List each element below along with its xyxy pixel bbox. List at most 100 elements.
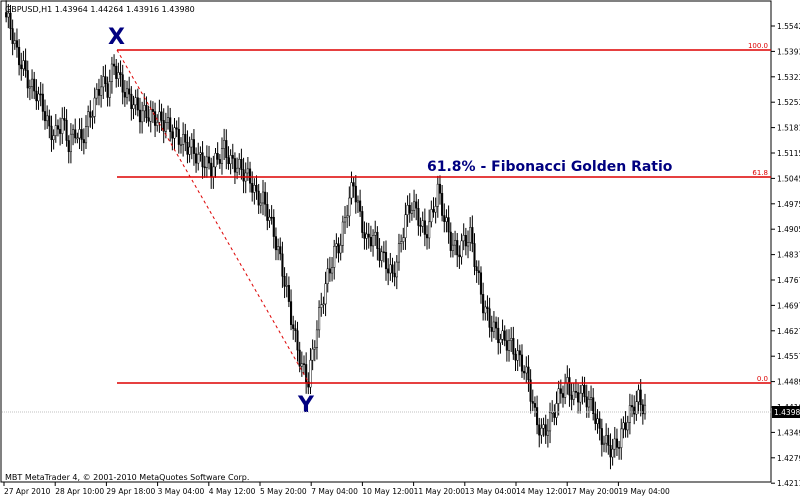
candle-body — [484, 306, 487, 314]
candle-body — [458, 254, 461, 258]
candle-body — [179, 144, 183, 146]
candle-body — [171, 131, 174, 139]
candle-body — [212, 166, 215, 178]
candle-body — [128, 88, 131, 95]
candle-body — [460, 240, 463, 258]
candle-body — [320, 304, 323, 308]
candle-body — [462, 235, 465, 242]
candle-body — [201, 152, 204, 168]
candle-body — [240, 158, 243, 170]
candle-body — [266, 204, 269, 221]
candle-body — [540, 427, 543, 436]
candle-body — [466, 242, 470, 247]
candle-body — [475, 266, 478, 272]
candle-body — [89, 111, 92, 118]
candle-body — [620, 428, 623, 448]
candles-layer — [5, 0, 647, 470]
candle-body — [628, 405, 631, 423]
candle-body — [147, 117, 150, 122]
candle-body — [158, 111, 161, 123]
candle-body — [164, 122, 167, 132]
candle-body — [302, 363, 306, 365]
candle-body — [633, 406, 636, 415]
candle-body — [87, 111, 90, 127]
candle-body — [76, 137, 79, 140]
x-tick-label: 7 May 04:00 — [311, 487, 358, 496]
candle-body — [199, 152, 202, 155]
candle-body — [432, 209, 435, 213]
candle-body — [527, 366, 530, 381]
candle-body — [637, 389, 640, 403]
candle-body — [566, 377, 569, 384]
candle-body — [134, 97, 137, 106]
candle-body — [339, 245, 342, 254]
current-price-box — [772, 406, 800, 418]
candle-body — [270, 216, 273, 219]
candle-body — [577, 392, 580, 403]
candle-body — [255, 184, 258, 192]
candle-body — [192, 139, 195, 154]
y-tick-label: 1.49050 — [777, 225, 800, 234]
candle-body — [59, 128, 62, 134]
y-tick-label: 1.45570 — [777, 352, 800, 361]
candle-body — [486, 306, 489, 309]
candle-body — [525, 366, 528, 374]
point-y-label: Y — [297, 393, 315, 418]
candle-body — [492, 321, 495, 332]
candle-body — [538, 424, 541, 436]
candle-body — [441, 193, 444, 216]
candle-body — [46, 115, 49, 122]
candle-body — [490, 327, 493, 332]
candle-body — [132, 104, 135, 109]
x-tick-label: 10 May 12:00 — [362, 487, 414, 496]
x-tick-label: 19 May 04:00 — [618, 487, 670, 496]
candle-body — [123, 91, 126, 98]
candle-body — [251, 183, 254, 193]
candle-body — [15, 40, 18, 48]
candle-body — [605, 434, 608, 444]
fib-trendline[interactable] — [116, 49, 310, 384]
time-axis[interactable]: 27 Apr 2010 28 Apr 10:00 29 Apr 18:00 3 May… — [3, 482, 670, 496]
candle-body — [22, 60, 25, 70]
candle-body — [37, 93, 40, 102]
candle-body — [615, 438, 618, 448]
candle-body — [367, 233, 370, 238]
candle-body — [220, 148, 224, 164]
candle-body — [404, 214, 407, 238]
candle-body — [130, 93, 133, 109]
candle-body — [449, 231, 452, 251]
symbol-info: GBPUSD,H1 1.43964 1.44264 1.43916 1.4398… — [5, 5, 195, 14]
candle-body — [188, 146, 191, 155]
candle-body — [592, 397, 595, 415]
candle-body — [516, 350, 519, 361]
candle-body — [20, 64, 23, 70]
candle-body — [624, 422, 627, 431]
candle-body — [294, 328, 297, 331]
candle-body — [361, 211, 364, 233]
candle-body — [52, 135, 55, 141]
candle-body — [544, 424, 547, 436]
fibonacci-layer: 100.0 61.8 0.0 — [117, 42, 771, 384]
candle-body — [203, 166, 206, 169]
candle-body — [568, 377, 571, 396]
candle-body — [451, 244, 454, 251]
y-tick-label: 1.53930 — [777, 47, 800, 56]
candle-body — [274, 236, 277, 251]
candle-body — [7, 12, 10, 18]
candle-body — [380, 251, 383, 261]
candle-body — [600, 428, 603, 445]
candle-body — [184, 134, 187, 143]
candle-body — [289, 301, 293, 325]
fib-level-label: 100.0 — [748, 42, 768, 50]
candle-body — [283, 275, 286, 287]
candle-body — [585, 396, 588, 408]
candle-body — [292, 324, 295, 329]
candle-body — [268, 216, 271, 221]
candle-body — [216, 153, 219, 160]
candle-body — [305, 364, 308, 383]
candle-body — [413, 201, 416, 211]
x-tick-label: 14 May 12:00 — [516, 487, 568, 496]
candle-body — [352, 182, 355, 187]
